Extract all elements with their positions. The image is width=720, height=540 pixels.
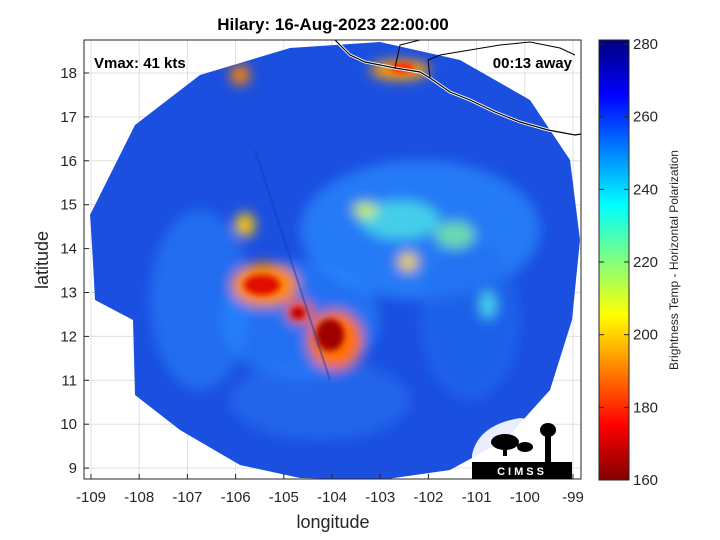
x-tick-label: -108 (124, 489, 154, 506)
x-tick-label: -104 (317, 489, 347, 506)
colorbar-ticks: 280 260 240 220 200 180 160 (599, 36, 658, 489)
logo-text: CIMSS (497, 466, 547, 478)
colorbar-tick-label: 280 (633, 36, 658, 53)
x-tick-label: -101 (462, 489, 492, 506)
y-tick-label: 15 (60, 197, 77, 214)
y-axis-title: latitude (32, 231, 52, 289)
colorbar: 280 260 240 220 200 180 160 Brightness Temp - … (598, 36, 681, 489)
colorbar-tick-label: 200 (633, 327, 658, 344)
colorbar-tick-label: 160 (633, 472, 658, 489)
cimss-logo: CIMSS (472, 418, 572, 479)
y-tick-label: 14 (60, 241, 77, 258)
y-tick-label: 12 (60, 328, 77, 345)
y-tick-label: 11 (61, 372, 77, 389)
x-axis: -109 -108 -107 -106 -105 -104 -103 -102 -101 -100… (76, 474, 584, 506)
x-tick-label: -109 (76, 489, 106, 506)
x-tick-label: -106 (221, 489, 251, 506)
colorbar-tick-label: 240 (633, 181, 658, 198)
vmax-label: Vmax: 41 kts (94, 55, 186, 72)
plot-title: Hilary: 16-Aug-2023 22:00:00 (217, 15, 449, 34)
x-tick-label: -100 (510, 489, 540, 506)
x-tick-label: -102 (413, 489, 443, 506)
x-tick-label: -105 (269, 489, 299, 506)
y-tick-label: 16 (60, 153, 77, 170)
colorbar-tick-label: 180 (633, 399, 658, 416)
y-tick-label: 13 (60, 285, 77, 302)
x-tick-label: -103 (365, 489, 395, 506)
time-away-label: 00:13 away (493, 55, 573, 72)
x-axis-title: longitude (296, 512, 369, 532)
state-border (427, 41, 576, 79)
y-tick-label: 18 (60, 65, 77, 82)
x-tick-label: -107 (172, 489, 202, 506)
brightness-temperature-swath (90, 40, 581, 479)
y-tick-label: 10 (60, 416, 77, 433)
y-tick-label: 17 (60, 109, 77, 126)
colorbar-label: Brightness Temp - Horizontal Polarizatio… (667, 150, 681, 370)
x-tick-label: -99 (562, 489, 584, 506)
y-tick-label: 9 (69, 460, 77, 477)
colorbar-tick-label: 260 (633, 109, 658, 126)
colorbar-gradient (598, 39, 630, 481)
y-axis: 18 17 16 15 14 13 12 11 10 9 (60, 65, 89, 477)
colorbar-tick-label: 220 (633, 254, 658, 271)
